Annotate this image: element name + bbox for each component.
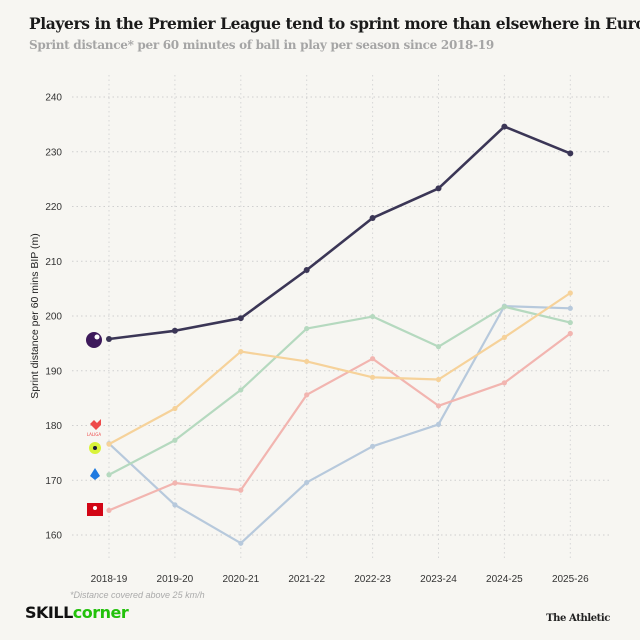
data-point xyxy=(435,376,442,383)
skillcorner-logo: SKILLcorner xyxy=(25,603,129,622)
series-1 xyxy=(106,290,573,447)
x-tick-label: 2022-23 xyxy=(354,574,391,585)
data-point xyxy=(237,315,244,322)
chart-title: Players in the Premier League tend to sp… xyxy=(29,14,640,33)
x-tick-label: 2024-25 xyxy=(486,574,523,585)
svg-text:LALIGA: LALIGA xyxy=(87,432,102,437)
serie-a-logo xyxy=(90,468,100,480)
data-point xyxy=(370,443,376,449)
series-4 xyxy=(106,303,573,546)
series-line xyxy=(108,332,571,512)
data-point xyxy=(106,472,112,478)
bundesliga-logo xyxy=(87,503,103,516)
data-point xyxy=(567,305,573,311)
data-point xyxy=(303,267,310,274)
y-tick-label: 180 xyxy=(45,421,62,432)
the-athletic-logo: The Athletic xyxy=(546,613,610,624)
chart-subtitle: Sprint distance* per 60 minutes of ball … xyxy=(29,38,494,52)
data-point xyxy=(567,319,573,326)
data-point xyxy=(238,487,244,493)
data-point xyxy=(567,290,573,296)
data-point xyxy=(501,304,507,310)
data-point xyxy=(370,313,376,320)
data-point xyxy=(172,405,178,412)
x-tick-label: 2021-22 xyxy=(288,574,325,585)
data-point xyxy=(238,540,244,546)
ligue1-logo xyxy=(89,442,101,454)
y-tick-label: 170 xyxy=(45,476,62,487)
brand-part1: SKILL xyxy=(25,603,73,622)
league-logos: LALIGA xyxy=(86,332,103,516)
y-tick-label: 240 xyxy=(45,93,62,104)
data-point xyxy=(106,507,112,513)
data-point xyxy=(172,437,178,443)
data-point xyxy=(172,480,178,486)
premier-league-logo xyxy=(86,332,102,348)
x-tick-label: 2023-24 xyxy=(420,574,457,585)
data-point xyxy=(435,421,442,428)
data-point xyxy=(172,502,178,508)
series-line xyxy=(108,305,571,545)
series-3 xyxy=(106,330,573,513)
data-point xyxy=(435,403,442,409)
x-tick-label: 2018-19 xyxy=(91,574,128,585)
x-tick-label: 2020-21 xyxy=(222,574,259,585)
data-point xyxy=(304,479,310,486)
data-point xyxy=(501,123,508,130)
series-line xyxy=(108,305,571,476)
series-0 xyxy=(106,123,574,342)
data-point xyxy=(435,344,442,350)
data-point xyxy=(106,441,112,447)
laliga-logo: LALIGA xyxy=(87,419,102,437)
y-axis-label: Sprint distance per 60 mins BIP (m) xyxy=(29,233,41,399)
y-tick-label: 230 xyxy=(45,147,62,158)
footnote: *Distance covered above 25 km/h xyxy=(70,590,205,600)
data-point xyxy=(106,335,112,342)
data-point xyxy=(304,325,310,332)
y-tick-label: 220 xyxy=(45,202,62,213)
data-point xyxy=(567,330,573,337)
series-line xyxy=(108,292,571,446)
data-point xyxy=(370,374,376,380)
data-point xyxy=(238,387,244,393)
y-tick-label: 210 xyxy=(45,257,62,268)
data-point xyxy=(370,356,376,362)
y-tick-label: 160 xyxy=(45,531,62,542)
y-tick-label: 200 xyxy=(45,312,62,323)
y-tick-label: 190 xyxy=(45,366,62,377)
data-point xyxy=(567,150,574,157)
data-point xyxy=(171,327,178,334)
series-line xyxy=(108,125,571,341)
data-point xyxy=(304,392,310,398)
series-2 xyxy=(106,304,573,478)
data-point xyxy=(501,380,507,386)
data-point xyxy=(369,214,376,221)
x-tick-label: 2025-26 xyxy=(552,574,589,585)
data-point xyxy=(435,185,442,192)
data-point xyxy=(501,334,507,340)
data-point xyxy=(238,348,244,355)
brand-part2: corner xyxy=(72,603,129,622)
data-point xyxy=(304,358,310,365)
x-tick-label: 2019-20 xyxy=(157,574,194,585)
